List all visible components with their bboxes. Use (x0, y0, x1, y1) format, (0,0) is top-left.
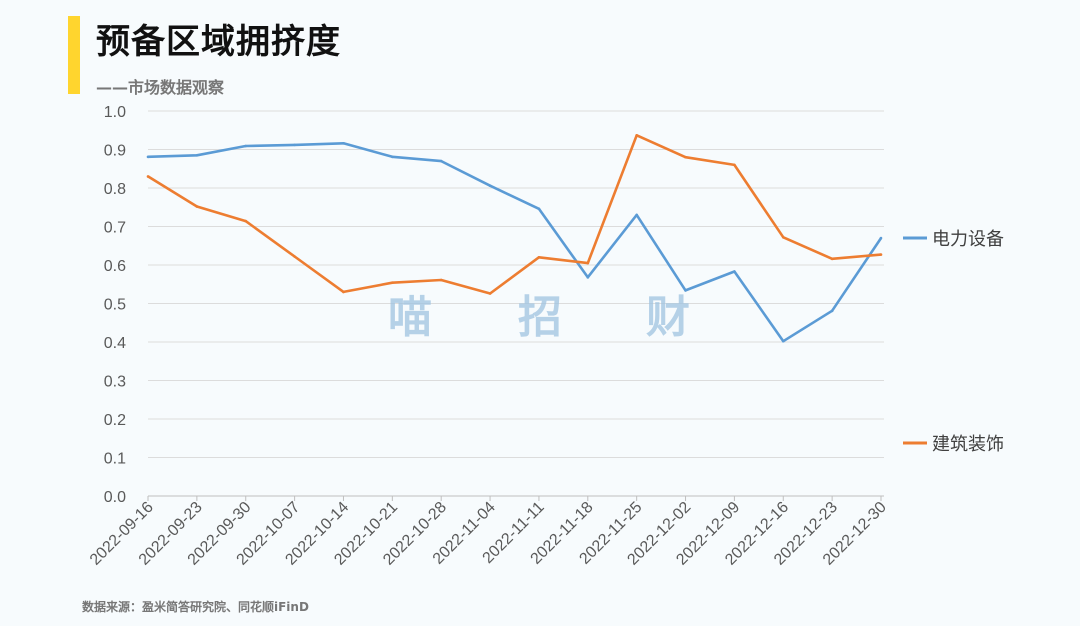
data-point (293, 255, 296, 258)
watermark: 喵招财 (388, 292, 690, 343)
data-point (830, 309, 834, 313)
data-point (342, 290, 345, 294)
series-lines (146, 133, 883, 343)
legend-label: 建筑装饰 (932, 434, 1004, 455)
series-line-1 (147, 142, 883, 343)
y-tick-label: 0.5 (104, 297, 126, 314)
page-subtitle: ——市场数据观察 (96, 78, 225, 97)
data-point (537, 207, 541, 211)
y-tick-label: 0.2 (104, 412, 126, 429)
data-point (586, 276, 590, 279)
data-point (488, 292, 492, 295)
y-tick-label: 0.4 (104, 335, 126, 352)
y-tick-label: 0.7 (104, 220, 126, 237)
y-tick-label: 1.0 (104, 104, 126, 121)
data-point (635, 133, 638, 137)
data-point (342, 142, 345, 145)
y-tick-label: 0.8 (104, 181, 126, 198)
data-point (195, 153, 199, 157)
data-point (391, 281, 394, 285)
y-tick-label: 0.3 (104, 374, 126, 391)
series-line-2 (147, 134, 882, 295)
y-tick-label: 0.9 (104, 143, 126, 160)
data-point (244, 219, 248, 223)
data-point (781, 235, 785, 239)
data-point (439, 159, 443, 163)
data-point (684, 155, 687, 159)
title-accent-bar (68, 16, 80, 94)
data-point (733, 270, 736, 273)
data-point (586, 261, 590, 265)
y-tick-label: 0.1 (104, 451, 126, 468)
gridlines (148, 110, 884, 458)
data-point (146, 175, 150, 178)
data-point (293, 143, 296, 147)
data-point (244, 144, 248, 148)
data-point (879, 236, 883, 240)
data-point (733, 163, 736, 167)
data-point (391, 155, 394, 159)
watermark-char: 财 (646, 292, 690, 343)
y-tick-label: 0.0 (104, 489, 126, 506)
legend-label: 电力设备 (932, 229, 1004, 250)
data-point (781, 339, 785, 343)
page-title: 预备区域拥挤度 (96, 22, 341, 62)
data-point (195, 205, 199, 208)
y-axis: 0.0 0.1 0.2 0.3 0.4 0.5 0.6 0.7 0.8 0.9 1.0 (104, 104, 126, 506)
watermark-char: 招 (518, 292, 562, 343)
data-point (537, 255, 541, 259)
data-point (439, 278, 443, 282)
watermark-char: 喵 (388, 292, 432, 343)
data-point (635, 213, 638, 217)
data-source-note: 数据来源：盈米简答研究院、同花顺iFinD (82, 600, 309, 614)
data-point (684, 289, 687, 292)
y-tick-label: 0.6 (104, 258, 126, 275)
data-point (488, 184, 492, 187)
data-point (879, 253, 883, 256)
x-axis: 2022-09-162022-09-232022-09-302022-10-07… (87, 495, 890, 569)
data-point (146, 155, 150, 159)
data-point (830, 257, 834, 261)
